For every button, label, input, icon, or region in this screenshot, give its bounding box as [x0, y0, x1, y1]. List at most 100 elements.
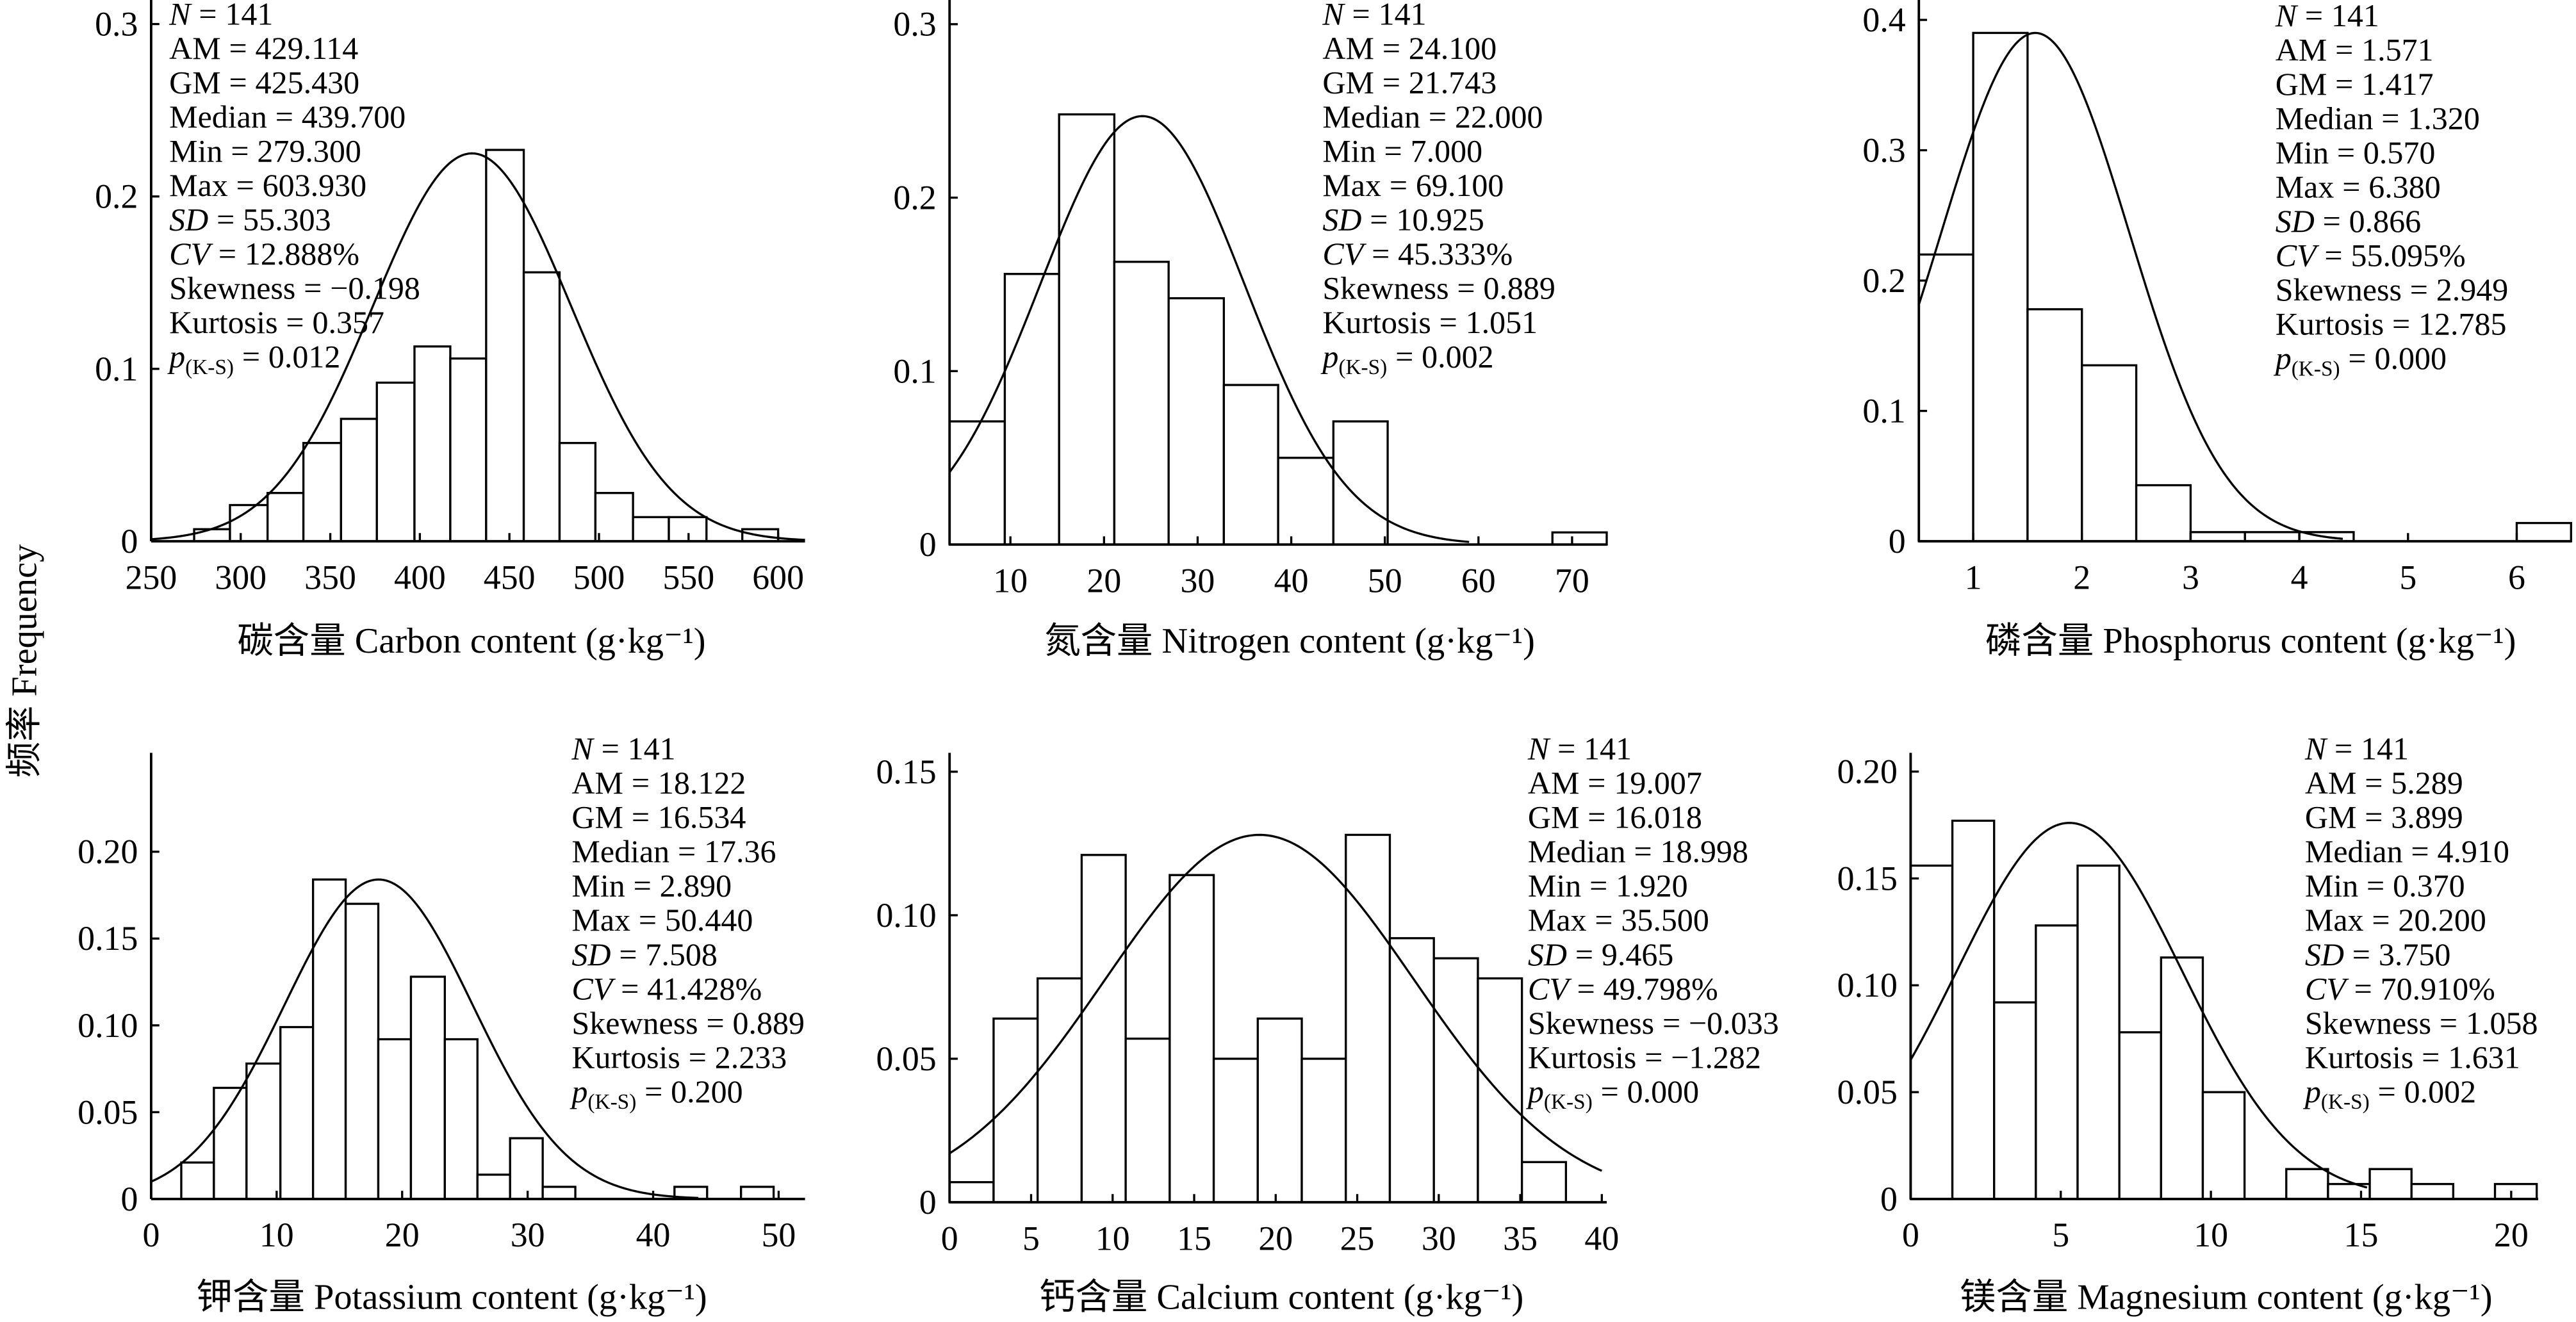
x-axis-label: 碳含量 Carbon content (g·kg⁻¹) — [237, 621, 705, 661]
y-tick-label: 0 — [919, 525, 937, 564]
stat-line: Median = 18.998 — [1528, 833, 1748, 869]
stat-name: Median — [571, 833, 669, 869]
stat-sign: = — [1589, 868, 1607, 904]
stat-line: Skewness = 1.058 — [2305, 1005, 2538, 1041]
stat-sign: = — [2342, 169, 2360, 205]
stat-value: 70.910% — [2381, 970, 2495, 1006]
stat-name: SD — [2276, 203, 2315, 239]
stat-sign: = — [1352, 0, 1370, 31]
stat-name: Skewness — [1528, 1005, 1654, 1041]
stat-value: 1.631 — [2448, 1039, 2520, 1075]
bar — [1520, 1161, 1568, 1204]
bar — [2368, 1168, 2413, 1200]
stat-line: AM = 5.289 — [2305, 765, 2463, 801]
stat-line: p(K-S) = 0.200 — [570, 1073, 742, 1114]
stat-name: N — [571, 731, 595, 767]
stat-sign: = — [242, 339, 260, 375]
stat-sign: = — [1440, 304, 1457, 340]
stat-line: SD = 9.465 — [1528, 936, 1673, 972]
bar — [1003, 273, 1060, 546]
stat-sign: = — [1384, 133, 1402, 169]
stat-name: p — [2303, 1073, 2321, 1109]
stat-sign: = — [1429, 99, 1447, 135]
stat-sign: = — [2411, 833, 2429, 869]
stat-line: N = 141 — [1527, 731, 1632, 767]
stat-value: 1.920 — [1616, 868, 1688, 904]
stat-sign: = — [1390, 167, 1407, 203]
stat-name: Kurtosis — [169, 304, 277, 340]
bar — [340, 418, 378, 543]
stat-value: 16.534 — [658, 799, 746, 835]
stat-name: Min — [2276, 135, 2329, 170]
stat-sign: = — [2410, 272, 2428, 307]
stat-value: 603.930 — [263, 167, 367, 203]
bar — [1124, 1037, 1171, 1204]
x-tick-label: 20 — [1258, 1219, 1293, 1257]
stat-sign: = — [1382, 30, 1400, 66]
bar — [267, 492, 305, 543]
bar — [245, 1062, 282, 1200]
x-tick-label: 30 — [511, 1216, 545, 1254]
y-tick-label: 0.10 — [78, 1006, 138, 1045]
y-tick-label: 0.4 — [1862, 1, 1905, 39]
stat-name: Max — [1528, 902, 1587, 938]
stat-value: 7.000 — [1411, 133, 1483, 169]
stat-sign: = — [2440, 1005, 2457, 1041]
bar — [413, 345, 452, 543]
stat-line: Min = 0.570 — [2276, 135, 2436, 170]
bar — [1432, 957, 1479, 1204]
stat-value: 141 — [2331, 0, 2379, 33]
x-tick-label: 350 — [304, 558, 356, 596]
stat-line: SD = 3.750 — [2305, 936, 2450, 972]
bar — [2189, 531, 2246, 543]
stat-sign: = — [1587, 799, 1605, 835]
bar — [992, 1017, 1039, 1204]
stat-sign: = — [1457, 270, 1475, 306]
bar — [1037, 977, 1083, 1204]
x-tick-label: 70 — [1555, 561, 1589, 600]
stat-name: CV — [2305, 970, 2349, 1006]
stat-name: GM — [2276, 66, 2327, 102]
bar — [1222, 384, 1279, 546]
x-tick-label: 0 — [1902, 1216, 1919, 1254]
stat-line: AM = 24.100 — [1322, 30, 1497, 66]
stat-name: Skewness — [169, 270, 295, 306]
stat-line: Skewness = 2.949 — [2276, 272, 2509, 307]
bar — [1256, 1017, 1303, 1204]
y-tick-label: 0 — [919, 1183, 937, 1221]
stat-name: p — [1526, 1073, 1544, 1109]
x-tick-label: 20 — [2494, 1216, 2529, 1254]
stat-value: 50.440 — [665, 902, 753, 938]
stat-name: N — [2304, 731, 2328, 767]
bar — [1909, 864, 1954, 1200]
x-tick-label: 10 — [1095, 1219, 1130, 1257]
bar — [476, 1173, 511, 1200]
x-tick-label: 0 — [142, 1216, 160, 1254]
stat-value: 2.890 — [660, 868, 732, 904]
stat-line: Max = 6.380 — [2276, 169, 2441, 205]
y-tick-label: 0.2 — [893, 179, 936, 217]
stat-subscript: (K-S) — [2292, 357, 2340, 380]
y-tick-label: 0.3 — [893, 5, 936, 44]
y-tick-label: 0.10 — [1837, 966, 1898, 1004]
stat-value: 18.122 — [658, 765, 746, 801]
bar — [1212, 1057, 1259, 1204]
stat-name: CV — [169, 236, 213, 272]
stat-name: Median — [1528, 833, 1626, 869]
x-tick-label: 300 — [215, 558, 267, 596]
stat-value: 7.508 — [645, 936, 718, 972]
stat-line: Kurtosis = 0.357 — [169, 304, 384, 340]
stat-name: N — [168, 0, 192, 31]
stat-value: 141 — [628, 731, 676, 767]
x-tick-label: 35 — [1503, 1219, 1538, 1257]
stat-sign: = — [689, 1039, 707, 1075]
stat-name: Min — [1528, 868, 1581, 904]
stat-sign: = — [2372, 902, 2390, 938]
stat-value: 141 — [225, 0, 273, 31]
bar — [377, 1038, 413, 1200]
bar — [2410, 1182, 2455, 1200]
stat-value: 41.428% — [647, 970, 762, 1006]
stat-line: Max = 69.100 — [1322, 167, 1504, 203]
stat-value: 0.570 — [2363, 135, 2436, 170]
stat-line: AM = 429.114 — [169, 30, 358, 66]
